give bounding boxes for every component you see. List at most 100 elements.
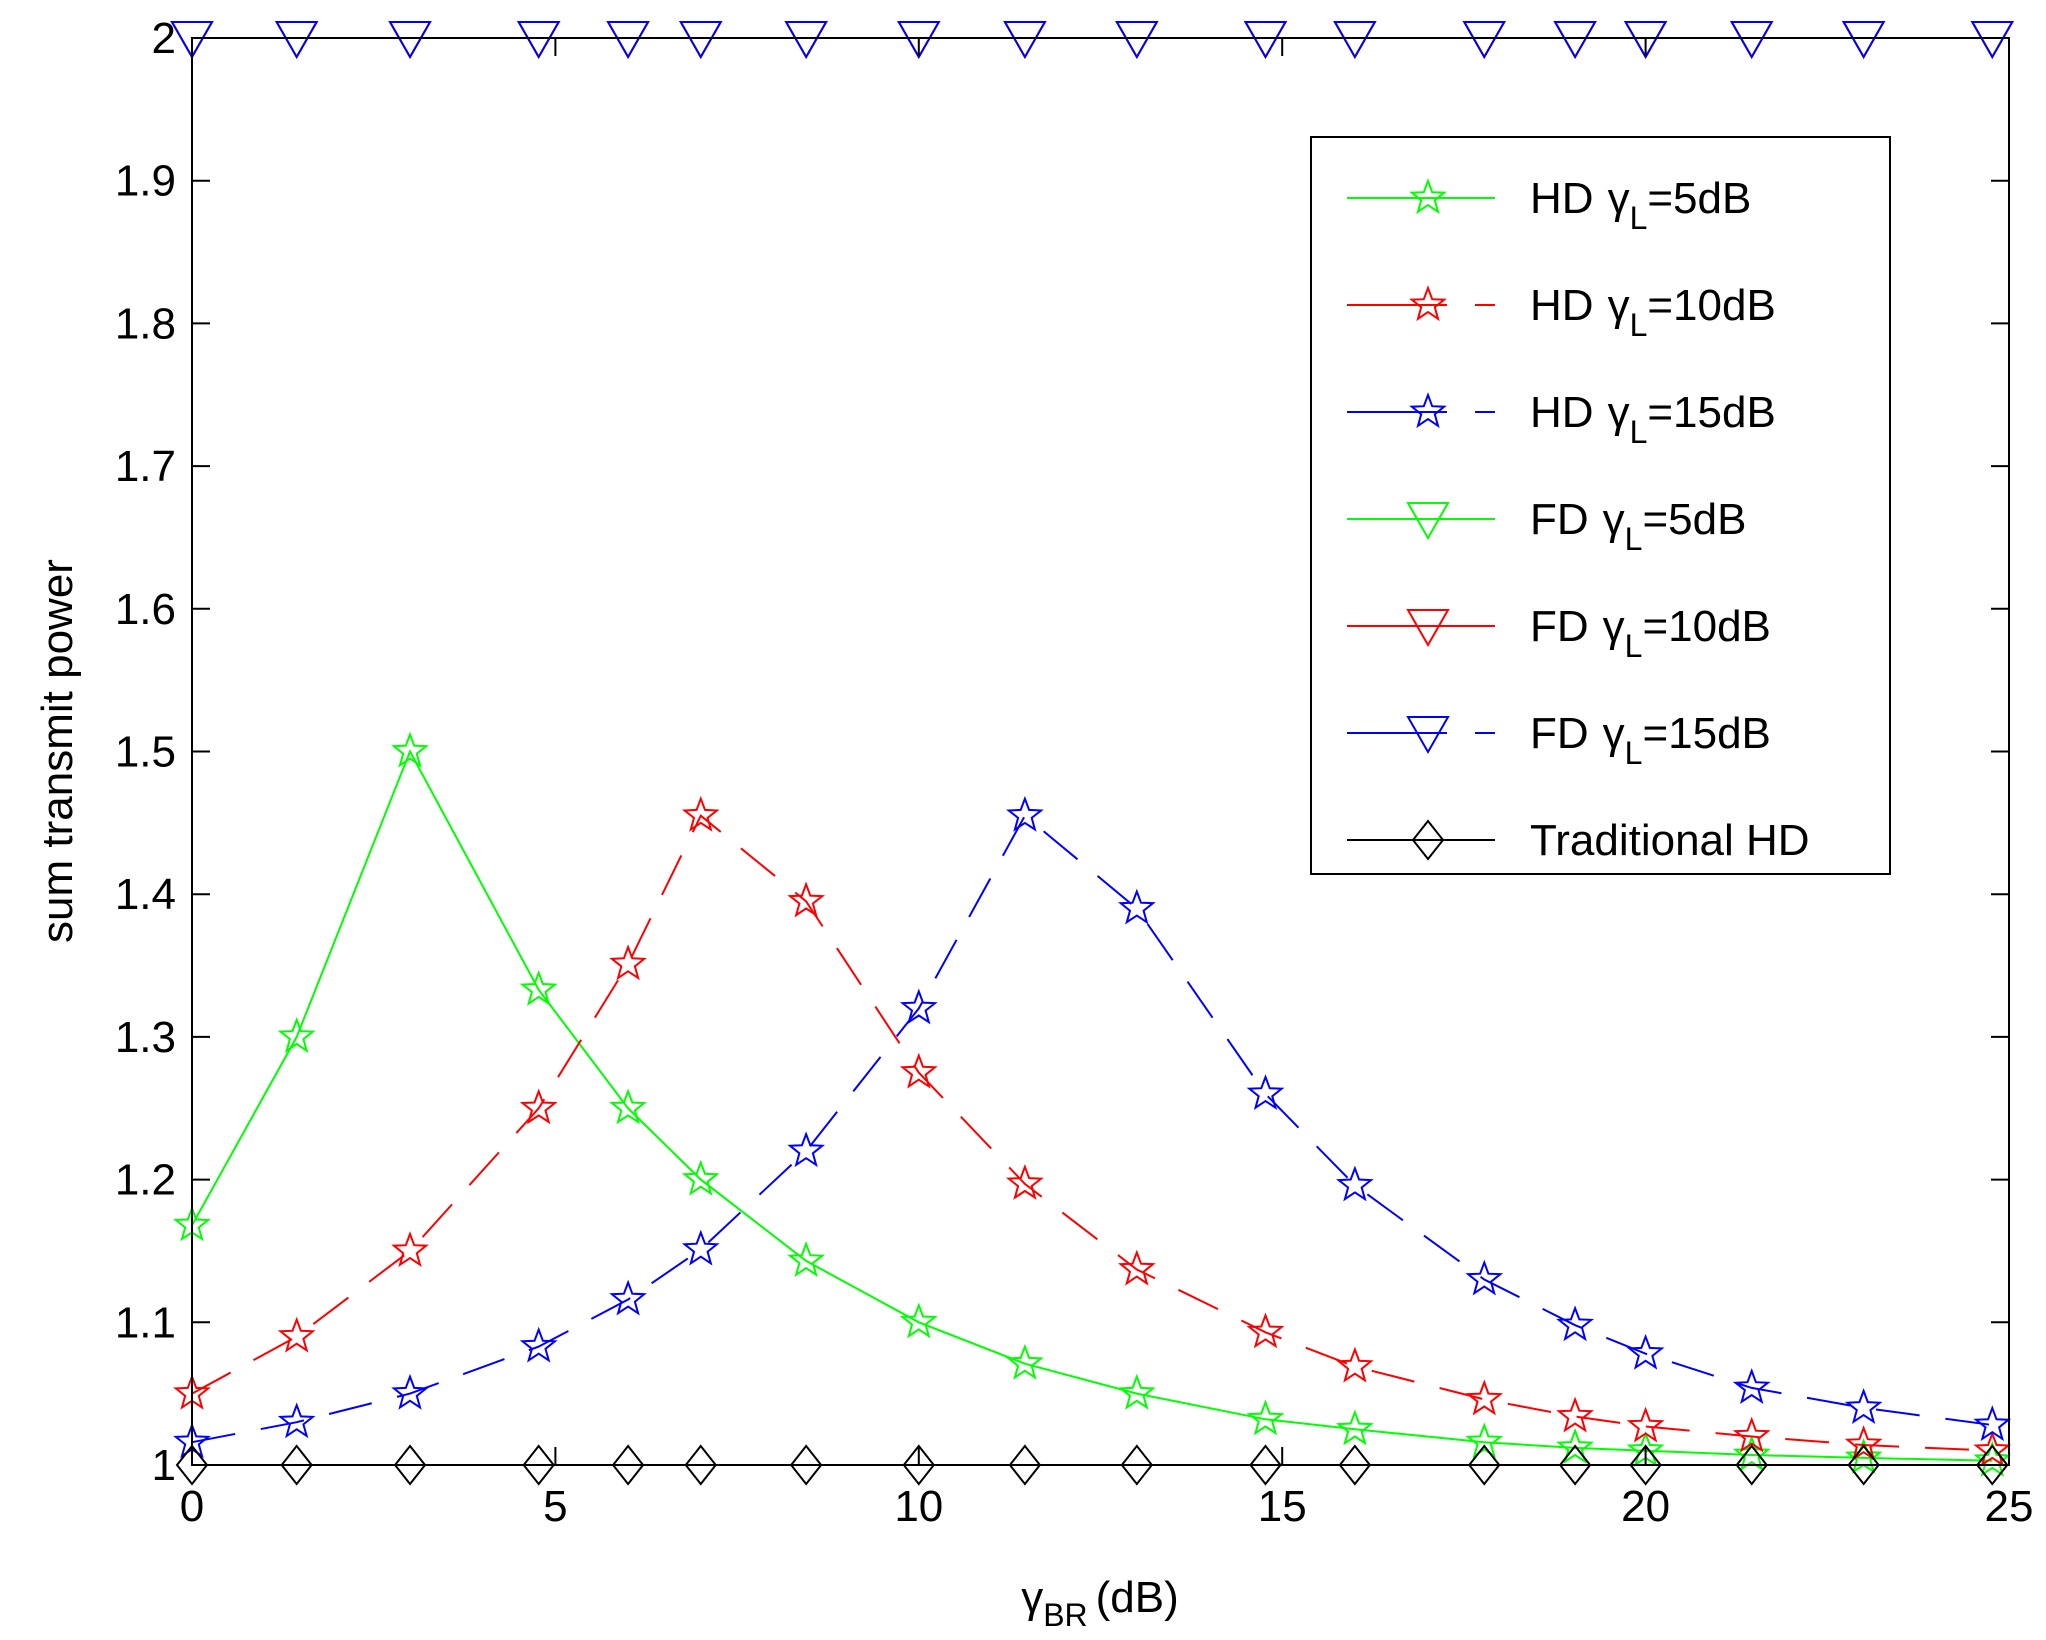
data-point-hd-10db [681, 795, 720, 832]
y-tick-label: 1.7 [115, 442, 176, 491]
series-line-hd-10db [191, 814, 1993, 1452]
legend-label-subscript: L [1630, 200, 1648, 236]
data-point-traditional-hd [1249, 1444, 1282, 1486]
legend-entry-hd-5db: HD γL=5dB [1347, 174, 1751, 236]
y-tick-label: 1.9 [115, 157, 176, 206]
data-point-hd-15db [1118, 888, 1156, 925]
data-point-hd-15db [1626, 1333, 1665, 1370]
legend-label-suffix: =10dB [1647, 281, 1775, 330]
data-point-hd-5db [1973, 1440, 2012, 1477]
legend-label-prefix: FD [1530, 709, 1589, 758]
data-point-fd-15db [1243, 21, 1288, 60]
series-hd-5db [173, 731, 2012, 1477]
legend-swatch-marker [1411, 819, 1445, 861]
data-point-hd-15db [1844, 1388, 1883, 1425]
data-point-hd-5db [1005, 1343, 1044, 1380]
data-point-traditional-hd [522, 1444, 555, 1486]
data-point-fd-15db [1841, 21, 1886, 60]
legend-label: FD γL=5dB [1530, 495, 1746, 557]
x-axis-title-unit: (dB) [1096, 1573, 1179, 1622]
legend-label-prefix: HD [1530, 281, 1594, 330]
data-point-traditional-hd [1467, 1444, 1501, 1486]
data-point-hd-15db [1732, 1368, 1771, 1405]
data-point-hd-15db [1246, 1074, 1285, 1111]
data-point-hd-10db [1973, 1430, 2012, 1467]
y-tick-label: 1 [152, 1441, 176, 1490]
legend-label-symbol: γ [1603, 709, 1625, 758]
legend-label-prefix: FD [1530, 495, 1589, 544]
data-point-hd-10db [391, 1231, 429, 1268]
y-tick-label: 1.5 [115, 728, 176, 777]
data-point-traditional-hd [1120, 1444, 1154, 1486]
data-point-fd-15db [1333, 21, 1377, 60]
data-point-hd-5db [609, 1088, 647, 1125]
data-point-hd-10db [1465, 1379, 1504, 1416]
data-point-traditional-hd [1338, 1444, 1372, 1486]
legend-label-subscript: L [1630, 307, 1648, 343]
y-tick-label: 2 [152, 14, 176, 63]
data-point-hd-15db [899, 988, 938, 1025]
data-point-fd-15db [1970, 21, 2015, 60]
data-point-fd-15db [170, 21, 214, 60]
legend-label: FD γL=15dB [1530, 709, 1771, 771]
data-point-hd-10db [277, 1316, 316, 1353]
legend-entry-fd-10db: FD γL=10dB [1347, 602, 1771, 664]
legend-label-suffix: =5dB [1642, 495, 1746, 544]
x-axis-title-symbol: γ [1021, 1573, 1043, 1622]
x-tick-label: 0 [180, 1482, 204, 1531]
y-tick-label: 1.2 [115, 1156, 176, 1205]
data-point-traditional-hd [1735, 1444, 1768, 1486]
data-point-hd-15db [1335, 1165, 1374, 1202]
data-point-hd-5db [277, 1017, 316, 1054]
data-point-traditional-hd [684, 1444, 718, 1486]
data-point-fd-15db [1729, 21, 1774, 60]
legend-label-suffix: =10dB [1642, 602, 1770, 651]
legend-label-symbol: γ [1608, 281, 1630, 330]
x-axis-title-subscript: BR [1043, 1597, 1087, 1633]
legend-entry-fd-15db: FD γL=15dB [1347, 709, 1771, 771]
x-tick-label: 20 [1621, 1482, 1670, 1531]
data-point-hd-5db [1246, 1399, 1285, 1436]
y-tick-label: 1.1 [115, 1298, 176, 1347]
legend-entry-hd-15db: HD γL=15dB [1347, 388, 1776, 450]
data-point-hd-10db [1246, 1312, 1285, 1349]
data-point-hd-5db [681, 1159, 720, 1196]
y-tick-label: 1.8 [115, 299, 176, 348]
data-point-hd-10db [1626, 1406, 1665, 1443]
data-point-hd-15db [1005, 795, 1044, 832]
data-point-hd-10db [609, 944, 647, 981]
y-tick-label: 1.4 [115, 870, 176, 919]
legend-label-subscript: L [1630, 414, 1648, 450]
data-point-hd-15db [1973, 1405, 2012, 1442]
data-point-hd-15db [1465, 1259, 1504, 1296]
data-point-fd-15db [516, 21, 561, 60]
data-point-hd-10db [1335, 1346, 1374, 1383]
legend-entry-hd-10db: HD γL=10dB [1347, 281, 1776, 343]
series-hd-10db [173, 795, 2012, 1467]
series-hd-15db [173, 795, 2012, 1459]
x-tick-label: 5 [543, 1482, 567, 1531]
data-point-traditional-hd [1847, 1444, 1880, 1486]
data-point-traditional-hd [175, 1444, 209, 1486]
data-point-hd-15db [787, 1131, 826, 1168]
data-point-hd-5db [1118, 1373, 1156, 1410]
data-point-hd-10db [1844, 1425, 1883, 1462]
data-point-hd-10db [899, 1052, 938, 1089]
legend-swatch-marker [1406, 716, 1450, 755]
data-point-fd-15db [1462, 21, 1506, 60]
data-point-hd-5db [1556, 1428, 1595, 1464]
legend-label-symbol: γ [1608, 388, 1630, 437]
legend-label: HD γL=15dB [1530, 388, 1776, 450]
data-point-fd-15db [1623, 21, 1668, 60]
y-tick-label: 1.6 [115, 585, 176, 634]
data-point-traditional-hd [1629, 1444, 1662, 1486]
data-point-hd-10db [519, 1088, 558, 1125]
legend-swatch-marker [1409, 178, 1447, 215]
data-point-hd-10db [787, 881, 826, 918]
legend-swatch-marker [1406, 502, 1450, 541]
legend-label-prefix: HD [1530, 388, 1594, 437]
legend-label: HD γL=5dB [1530, 174, 1751, 236]
legend-label-prefix: Traditional HD [1530, 816, 1810, 865]
data-point-hd-5db [391, 731, 429, 768]
